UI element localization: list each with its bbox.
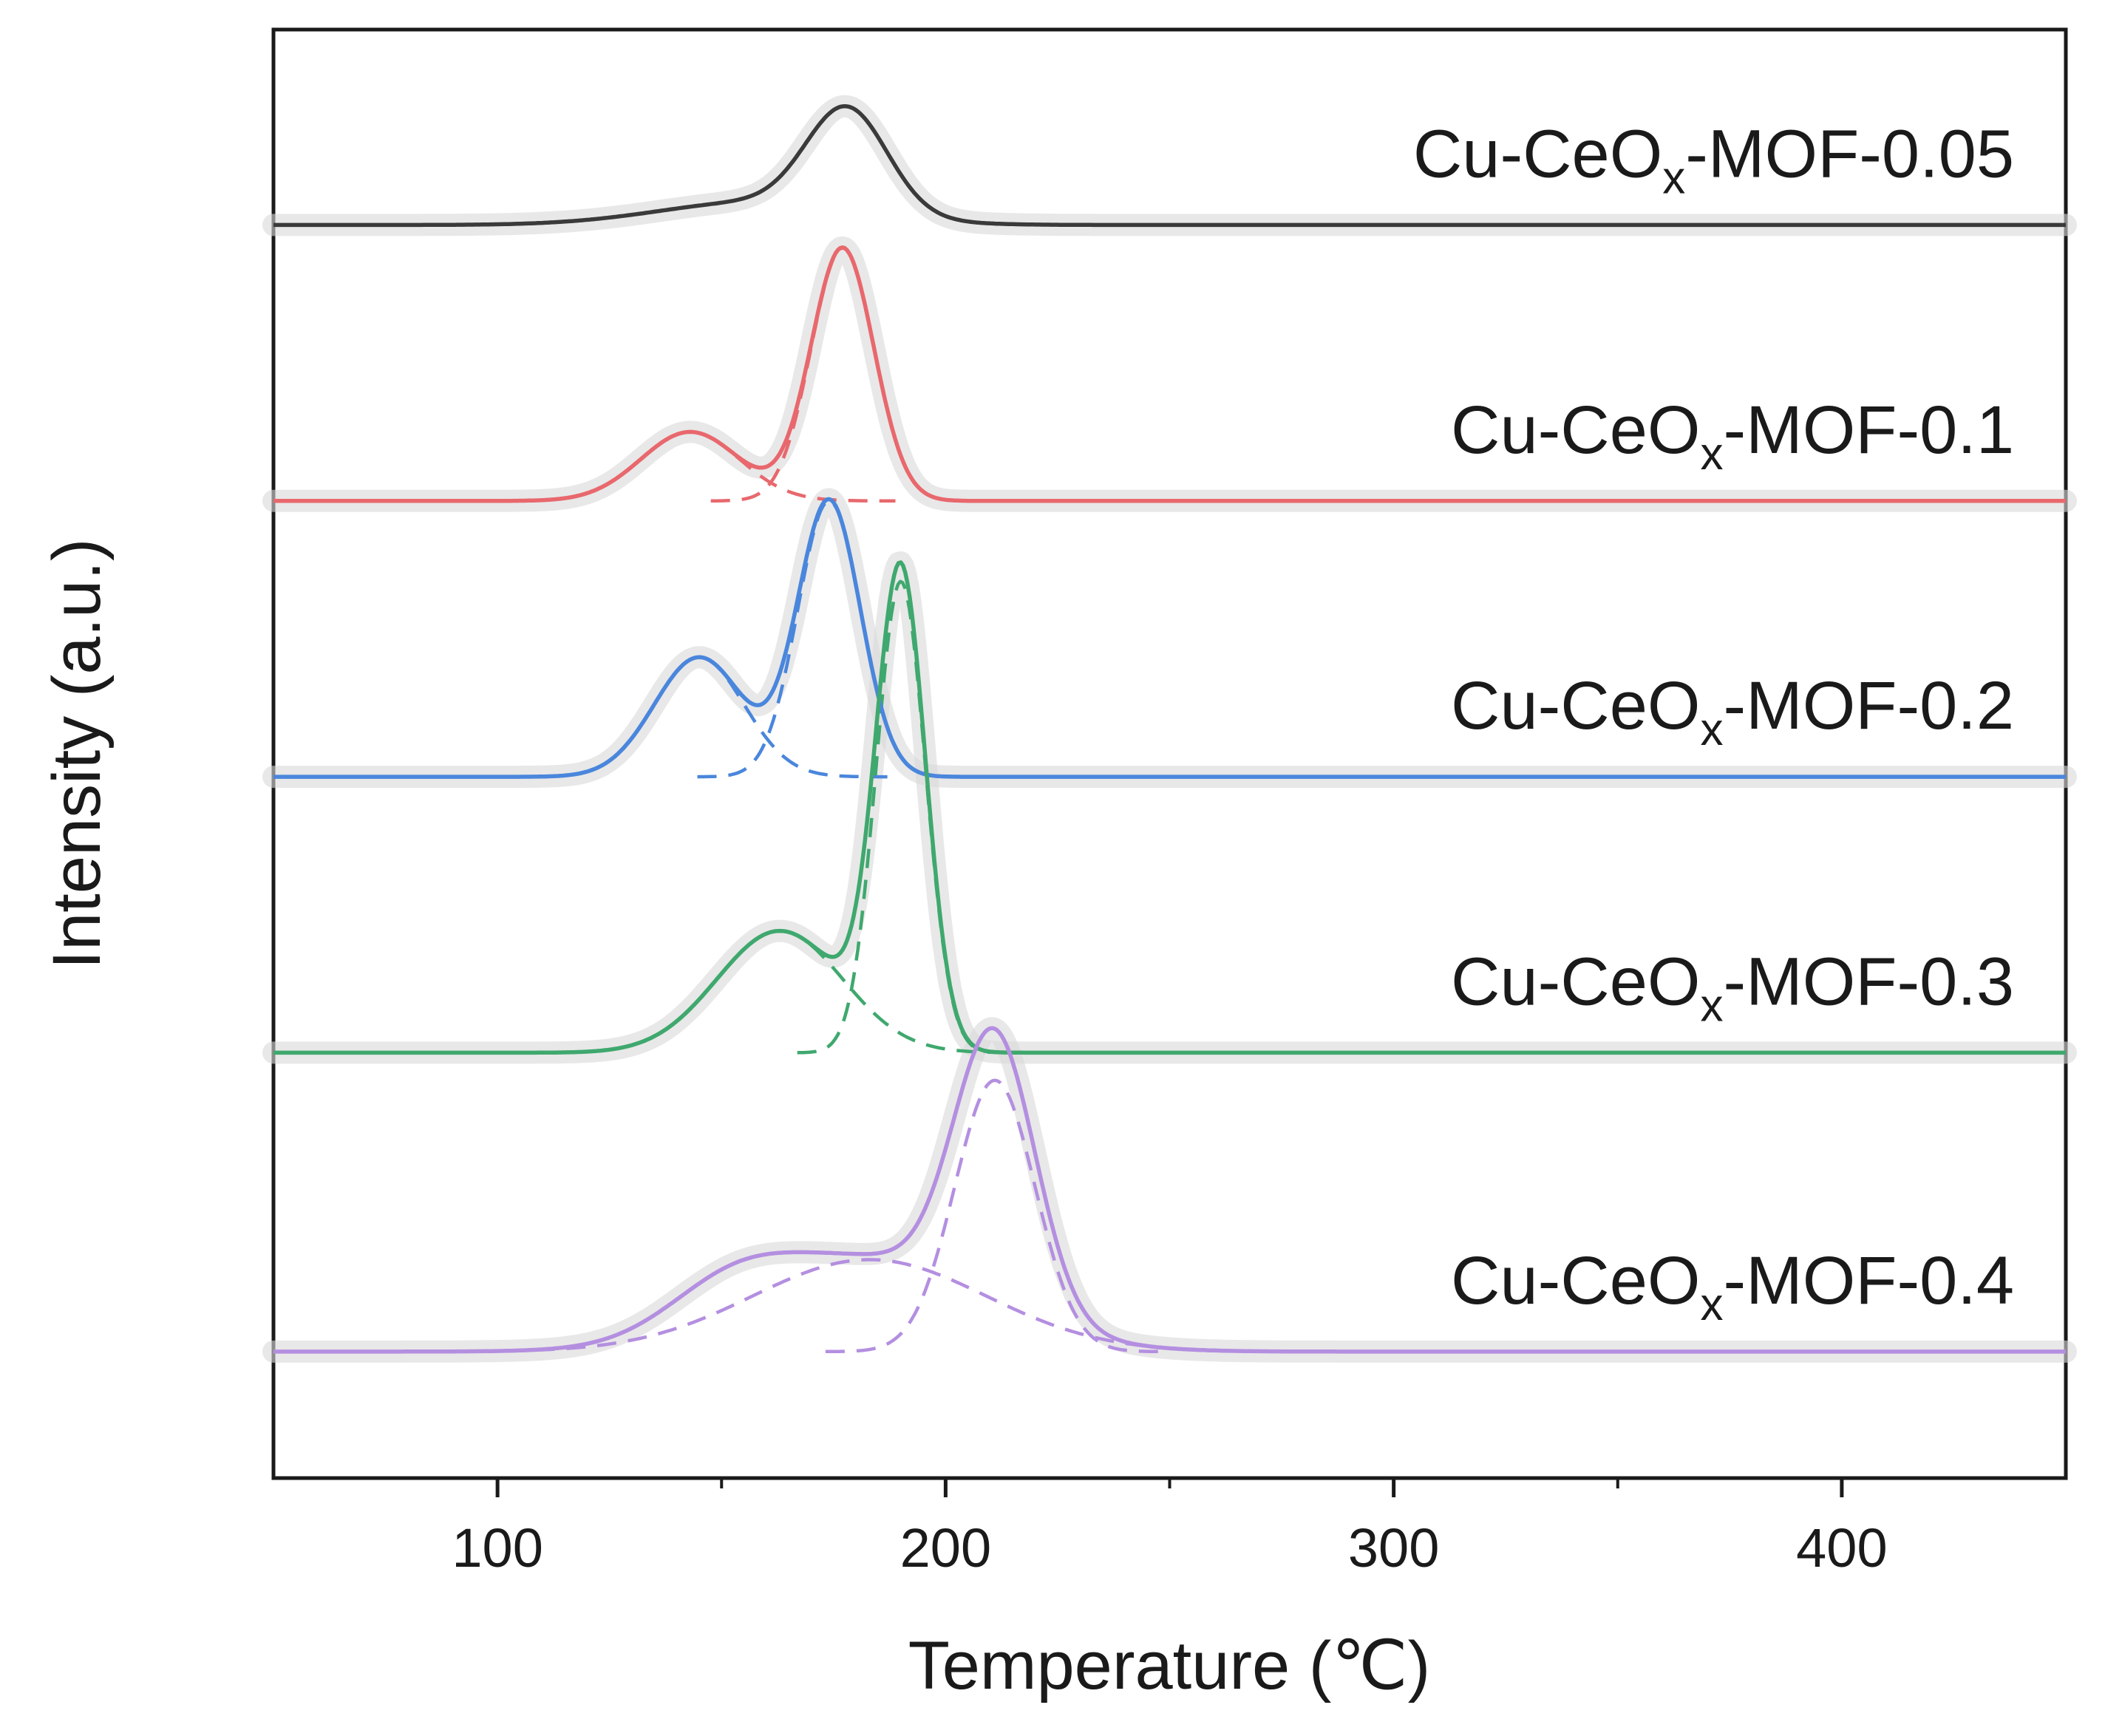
cu-ceox-mof-0-4-fit-component-1 [825,1078,1164,1354]
cu-ceox-mof-0-4-curve [273,1026,2066,1354]
y-axis-title: Intensity (a.u.) [39,539,115,970]
x-tick-label-100: 100 [452,1517,543,1579]
series-labels: Cu-CeOx-MOF-0.05 Cu-CeOx-MOF-0.1 Cu-CeOx-M… [1413,116,2014,1330]
cu-ceox-mof-0-05-label: Cu-CeOx-MOF-0.05 [1413,116,2014,203]
cu-ceox-mof-0-1-label: Cu-CeOx-MOF-0.1 [1451,392,2014,480]
cu-ceox-mof-0-05-curve [273,103,2066,228]
cu-ceox-mof-0-3-fit-component-1 [797,579,1004,1055]
x-tick-label-200: 200 [900,1517,991,1579]
cu-ceox-mof-0-3-label: Cu-CeOx-MOF-0.3 [1451,944,2014,1031]
x-axis-title: Temperature (℃) [908,1628,1431,1703]
cu-ceox-mof-0-4-fit-component-2 [380,1258,1357,1354]
cu-ceox-mof-0-1-curve [273,245,2066,503]
cu-ceox-mof-0-3-curve [273,560,2066,1055]
x-axis-ticks [495,1478,1844,1497]
cu-ceox-mof-0-4-label: Cu-CeOx-MOF-0.4 [1451,1243,2014,1330]
cu-ceox-mof-0-2-label: Cu-CeOx-MOF-0.2 [1451,668,2014,755]
cu-ceox-mof-0-2-fit-component-2 [511,656,888,779]
plot-area [262,27,2077,1480]
x-tick-label-300: 300 [1348,1517,1439,1579]
x-tick-label-400: 400 [1796,1517,1887,1579]
measured-curves [273,103,2066,1354]
x-axis-tick-labels: 100 200 300 400 [452,1517,1887,1579]
cu-ceox-mof-0-2-curve [273,497,2066,779]
